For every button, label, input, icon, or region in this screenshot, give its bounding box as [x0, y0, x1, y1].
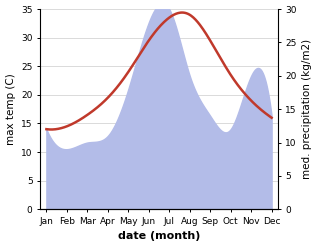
- Y-axis label: max temp (C): max temp (C): [5, 73, 16, 145]
- Y-axis label: med. precipitation (kg/m2): med. precipitation (kg/m2): [302, 39, 313, 179]
- X-axis label: date (month): date (month): [118, 231, 200, 242]
